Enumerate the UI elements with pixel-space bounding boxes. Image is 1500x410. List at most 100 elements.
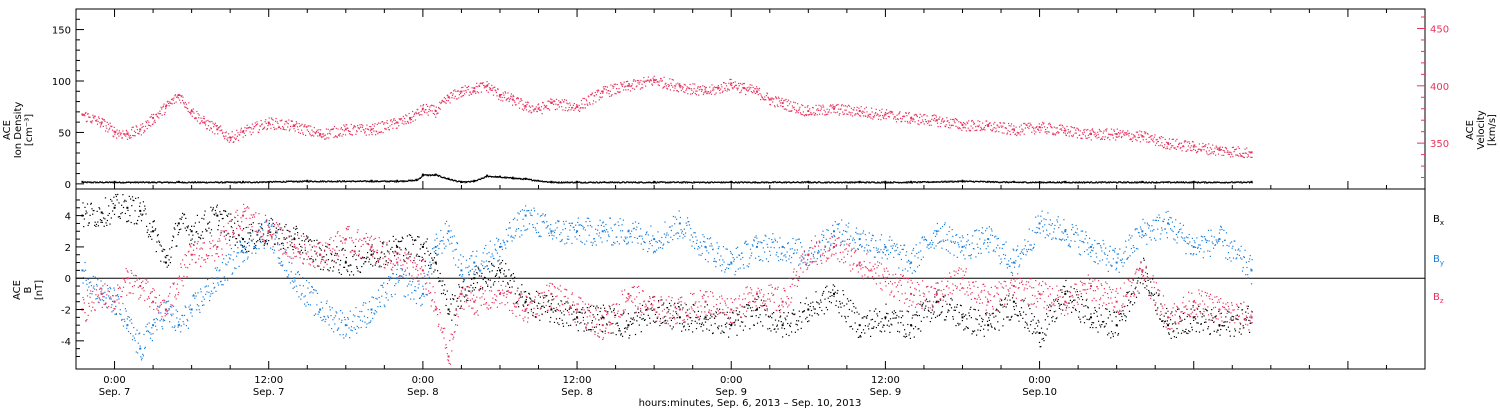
data-point [294,124,296,126]
data-point [176,181,178,183]
data-point [1111,133,1113,135]
data-point [1074,132,1076,134]
data-point [618,181,620,183]
data-point [1166,146,1168,148]
data-point [1120,182,1122,184]
data-point [428,175,430,177]
data-point [609,306,611,308]
data-point [646,181,648,184]
data-point [415,111,417,113]
data-point [604,307,606,309]
data-point [1061,181,1063,183]
data-point [802,105,804,107]
data-point [1208,143,1210,145]
data-point [1078,182,1080,184]
data-point [178,94,180,96]
data-point [840,181,842,183]
data-point [899,111,901,113]
data-point [444,98,447,100]
data-point [1193,148,1195,150]
data-point [905,112,907,114]
data-point [664,181,666,183]
data-point [832,181,834,183]
data-point [321,258,323,260]
data-point [715,181,717,183]
data-point [198,181,200,183]
data-point [467,290,470,292]
data-point [1239,154,1242,156]
data-point [829,182,831,184]
data-point [641,318,643,320]
data-point [843,105,845,107]
data-point [552,311,554,313]
data-point [1072,134,1074,136]
data-point [364,261,366,263]
data-point [992,181,994,183]
data-point [582,97,584,100]
data-point [775,97,777,99]
data-point [807,180,810,183]
data-point [111,129,114,131]
data-point [344,181,346,183]
data-point [1190,149,1192,151]
data-point [750,91,752,93]
data-point [1080,182,1082,184]
data-point [1134,135,1136,137]
data-point [476,91,478,93]
y-right-tick-label: 400 [1430,82,1449,93]
data-point [1105,182,1107,184]
data-point [154,229,156,231]
data-point [1209,147,1211,149]
data-point [501,267,503,270]
data-point [683,91,685,93]
data-point [616,181,618,183]
data-point [812,107,814,109]
data-point [523,178,525,180]
data-point [735,181,737,183]
data-point [503,270,505,272]
data-point [854,114,856,116]
data-point [1171,138,1173,140]
data-point [1090,139,1092,141]
data-point [727,88,729,90]
data-point [542,102,544,104]
data-point [456,98,458,100]
data-point [465,299,468,301]
data-point [117,216,119,218]
data-point [635,182,637,184]
data-point [564,99,566,101]
data-point [717,88,719,90]
data-point [975,126,977,128]
data-point [91,120,93,122]
data-point [729,181,732,183]
data-point [375,134,377,136]
data-point [966,121,968,123]
data-point [97,182,99,184]
data-point [693,88,695,90]
data-point [595,101,597,103]
data-point [513,178,515,180]
data-point [816,114,818,116]
data-point [282,247,284,249]
data-point [602,181,604,183]
data-point [731,85,733,87]
data-point [199,237,201,239]
data-point [107,123,110,125]
data-point [151,114,153,116]
data-point [191,109,193,111]
data-point [1027,126,1029,128]
data-point [575,107,577,109]
data-point [649,181,651,183]
data-point [663,181,665,183]
data-point [165,181,168,183]
data-point [658,306,660,308]
data-point [176,96,178,98]
data-point [1232,146,1235,148]
data-point [1091,128,1094,130]
data-point [968,120,970,122]
data-point [521,296,523,298]
data-point [555,318,558,320]
data-point [142,213,144,215]
data-point [266,242,268,245]
data-point [430,175,432,177]
